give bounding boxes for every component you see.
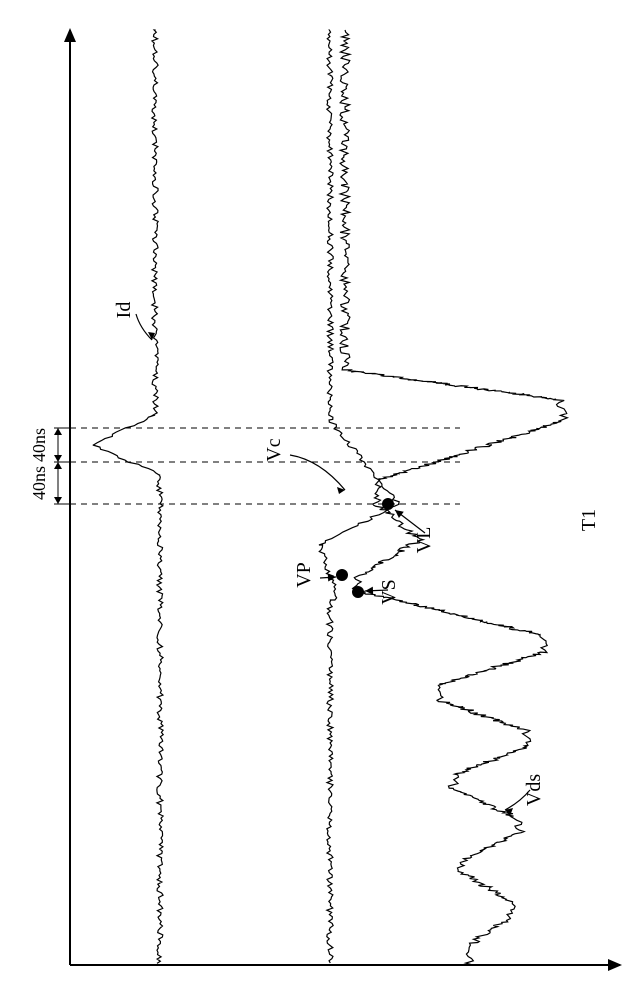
trace-vds [340, 30, 567, 965]
svg-text:40ns: 40ns [29, 466, 49, 500]
point-vp [336, 569, 348, 581]
label-vs: VS [378, 579, 400, 605]
point-vs [352, 586, 364, 598]
point-vl [382, 498, 394, 510]
label-id: Id [113, 302, 135, 319]
label-t1: T1 [578, 509, 600, 531]
label-vp: VP [293, 562, 315, 588]
trace-id [93, 30, 163, 963]
svg-text:40ns: 40ns [29, 428, 49, 462]
label-vds: Vds [523, 774, 545, 806]
label-vl: VL [413, 527, 435, 554]
label-vc: Vc [263, 438, 285, 461]
trace-vc [319, 30, 400, 963]
